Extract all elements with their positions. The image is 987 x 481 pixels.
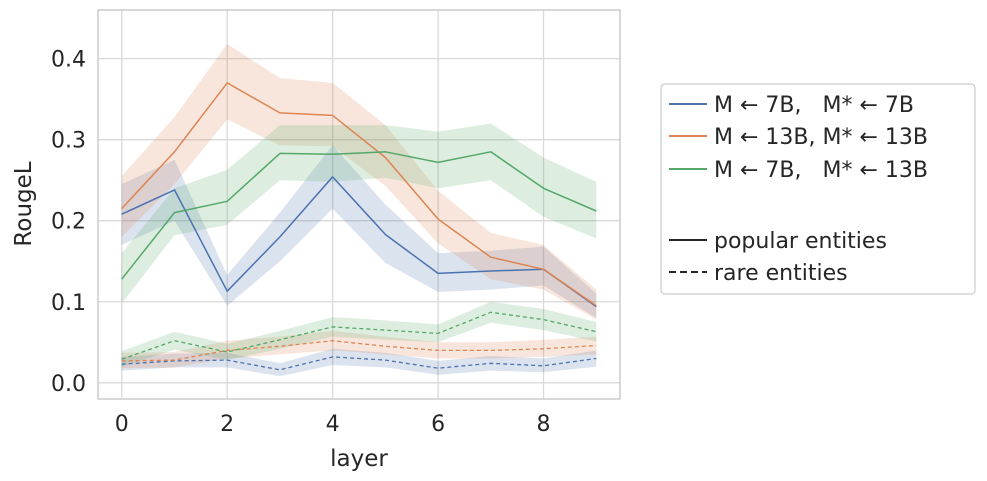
series-line-popular-0 — [121, 176, 597, 308]
x-tick-label: 6 — [431, 412, 445, 437]
band-popular-2 — [121, 123, 597, 304]
band-rare-3 — [121, 348, 597, 377]
tick-labels: 0 2 4 6 8 0.0 0.1 0.2 0.3 0.4 — [51, 48, 551, 437]
x-tick-label: 8 — [537, 412, 551, 437]
band-popular-1 — [121, 44, 597, 320]
series-line-rare-3 — [121, 356, 597, 371]
series-line-rare-4 — [121, 340, 597, 362]
x-tick-label: 0 — [115, 412, 129, 437]
band-popular-0 — [121, 145, 597, 318]
plot-frame — [97, 9, 621, 400]
x-tick-label: 2 — [220, 412, 234, 437]
y-tick-label: 0.1 — [51, 291, 86, 316]
series-line-rare-5 — [121, 311, 597, 360]
x-axis-label: layer — [330, 446, 388, 472]
series-line-popular-1 — [121, 82, 597, 307]
legend-label: rare entities — [714, 261, 848, 286]
grid — [98, 10, 620, 399]
series-lines — [121, 82, 597, 371]
x-tick-label: 4 — [326, 412, 340, 437]
legend-label: M ← 7B, M* ← 7B — [714, 93, 914, 118]
legend-label: M ← 7B, M* ← 13B — [714, 158, 928, 183]
y-tick-label: 0.4 — [51, 48, 86, 73]
confidence-bands — [121, 44, 597, 377]
y-tick-label: 0.0 — [51, 372, 86, 397]
legend-frame — [660, 83, 976, 295]
y-tick-label: 0.2 — [51, 210, 86, 235]
legend-label: M ← 13B, M* ← 13B — [714, 125, 928, 150]
band-rare-4 — [121, 330, 597, 369]
legend: M ← 7B, M* ← 7B M ← 13B, M* ← 13B M ← 7B, … — [660, 83, 976, 295]
legend-label: popular entities — [714, 229, 887, 254]
y-tick-label: 0.3 — [51, 129, 86, 154]
series-line-popular-2 — [121, 151, 597, 280]
y-axis-label: RougeL — [11, 161, 37, 246]
